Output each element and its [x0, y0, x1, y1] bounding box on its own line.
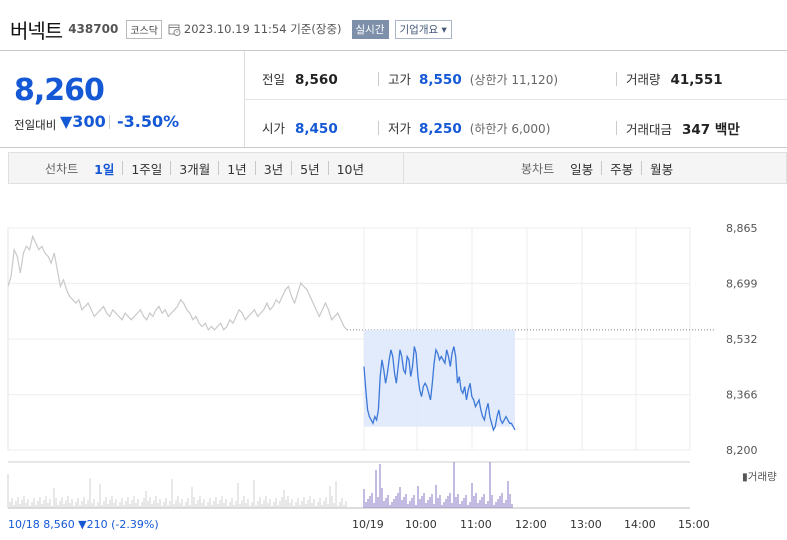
stock-name: 버넥트	[10, 18, 63, 43]
divider	[616, 121, 617, 135]
low-label: 저가	[388, 121, 412, 136]
open-value: 8,450	[295, 121, 338, 137]
tab-weekly-candle[interactable]: 주봉	[610, 161, 634, 177]
divider	[244, 99, 787, 100]
amount-value: 347 백만	[682, 122, 740, 138]
divider	[601, 161, 603, 175]
candle-chart-label: 봉차트	[521, 161, 555, 176]
low-cell: 저가 8,250 (하한가 6,000)	[388, 118, 550, 137]
chart-grid	[7, 227, 716, 509]
x-tick-label: 12:00	[515, 518, 547, 531]
line-chart-tabs: 선차트 1일 1주일 3개월 1년 3년 5년 10년	[45, 153, 364, 183]
lower-limit: (하한가 6,000)	[469, 122, 551, 136]
tab-5-years[interactable]: 5년	[300, 161, 320, 177]
market-badge: 코스닥	[126, 19, 162, 39]
volume-bars: ▮거래량	[7, 462, 777, 508]
diff-value: ▼300	[60, 112, 106, 131]
x-tick-label: 11:00	[460, 518, 492, 531]
candle-chart-tabs: 봉차트 일봉 주봉 월봉	[521, 153, 673, 183]
x-tick-label: 14:00	[624, 518, 656, 531]
chart-lines	[7, 234, 516, 432]
chart-highlight	[364, 329, 515, 427]
upper-limit: (상한가 11,120)	[469, 73, 559, 87]
x-tick-label: 15:00	[678, 518, 710, 531]
clock-icon	[168, 24, 181, 36]
divider	[327, 161, 329, 175]
prev-day-caption: 10/18 8,560 ▼210 (-2.39%)	[8, 518, 159, 531]
tab-3-years[interactable]: 3년	[263, 161, 284, 177]
open-cell: 시가 8,450	[262, 118, 338, 137]
prev-close-value: 8,560	[295, 72, 338, 88]
current-price-panel: 8,260 전일대비 ▼300 -3.50%	[0, 51, 245, 147]
x-tick-label: 10:00	[405, 518, 437, 531]
divider	[616, 72, 617, 86]
low-value: 8,250	[419, 121, 462, 137]
y-tick-label: 8,865	[726, 222, 758, 235]
prev-close-label: 전일	[262, 72, 286, 87]
high-value: 8,550	[419, 72, 462, 88]
tab-1-day[interactable]: 1일	[94, 161, 115, 177]
divider	[378, 121, 379, 135]
tab-3-months[interactable]: 3개월	[179, 161, 211, 177]
series-line-today	[363, 346, 516, 432]
high-cell: 고가 8,550 (상한가 11,120)	[388, 69, 558, 88]
prev-close-cell: 전일 8,560	[262, 69, 338, 88]
y-tick-label: 8,532	[726, 333, 758, 346]
diff-percent: -3.50%	[117, 112, 180, 131]
stock-code: 438700	[68, 22, 119, 36]
stock-header: 버넥트 438700 코스닥 2023.10.19 11:54 기준(장중) 실…	[10, 16, 452, 43]
open-label: 시가	[262, 121, 286, 136]
divider	[122, 161, 124, 175]
volume-legend-label: ▮거래량	[742, 471, 777, 483]
high-label: 고가	[388, 72, 412, 87]
realtime-button[interactable]: 실시간	[351, 19, 389, 39]
volume-value: 41,551	[670, 72, 723, 88]
amount-label: 거래대금	[626, 122, 673, 137]
current-price: 8,260	[14, 73, 105, 108]
divider	[378, 72, 379, 86]
tab-10-years[interactable]: 10년	[336, 161, 364, 177]
tab-1-week[interactable]: 1주일	[131, 161, 163, 177]
divider	[291, 161, 293, 175]
series-line-prev-day	[7, 234, 348, 331]
x-tick-label: 10/19	[352, 518, 384, 531]
divider	[109, 115, 110, 129]
tab-monthly-candle[interactable]: 월봉	[650, 161, 674, 177]
y-tick-label: 8,200	[726, 444, 758, 457]
volume-cell: 거래량 41,551	[626, 69, 723, 88]
divider	[218, 161, 220, 175]
volume-label: 거래량	[626, 72, 661, 87]
divider	[403, 153, 404, 183]
diff-label: 전일대비	[14, 118, 57, 132]
amount-cell: 거래대금 347 백만	[626, 118, 740, 138]
tab-1-year[interactable]: 1년	[227, 161, 247, 177]
x-axis: 10/18 10/19 10:00 11:00 12:00 13:00 14:00 15:00…	[8, 518, 710, 531]
x-tick-label: 13:00	[570, 518, 602, 531]
divider	[170, 161, 172, 175]
divider	[254, 161, 256, 175]
chart-toolbar: 선차트 1일 1주일 3개월 1년 3년 5년 10년 봉차트 일봉 주봉 월봉	[8, 152, 787, 184]
price-info-panel: 8,260 전일대비 ▼300 -3.50% 전일 8,560 고가 8,550…	[0, 50, 787, 148]
y-tick-label: 8,366	[726, 389, 758, 402]
line-chart-label: 선차트	[45, 161, 79, 176]
divider	[641, 161, 643, 175]
company-overview-dropdown[interactable]: 기업개요 ▾	[394, 19, 452, 39]
datetime-text: 2023.10.19 11:54 기준(장중)	[183, 22, 342, 36]
today-range-shade	[364, 329, 515, 427]
y-tick-label: 8,699	[726, 277, 758, 290]
y-axis: 8,865 8,699 8,532 8,366 8,200	[726, 222, 758, 457]
tab-daily-candle[interactable]: 일봉	[570, 161, 594, 177]
